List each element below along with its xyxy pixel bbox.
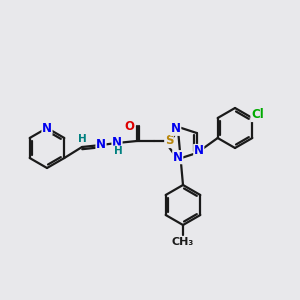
Text: H: H — [78, 134, 86, 144]
Text: N: N — [96, 139, 106, 152]
Text: H: H — [114, 146, 122, 156]
Text: S: S — [165, 134, 173, 148]
Text: N: N — [42, 122, 52, 134]
Text: Cl: Cl — [251, 109, 264, 122]
Text: O: O — [124, 119, 134, 133]
Text: N: N — [112, 136, 122, 149]
Text: N: N — [173, 151, 183, 164]
Text: N: N — [171, 122, 181, 135]
Text: N: N — [194, 145, 204, 158]
Text: CH₃: CH₃ — [172, 237, 194, 247]
